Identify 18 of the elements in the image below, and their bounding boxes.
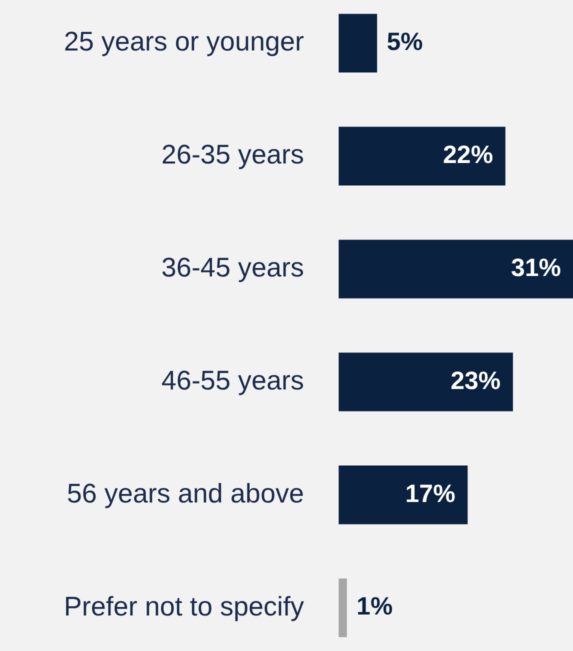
y-tick-label: 25 years or younger xyxy=(64,26,304,57)
y-tick-label: Prefer not to specify xyxy=(64,591,304,622)
data-label: 1% xyxy=(356,592,393,621)
bar xyxy=(338,126,506,186)
bar xyxy=(338,466,468,524)
y-tick-label: 36-45 years xyxy=(161,252,304,282)
data-label: 17% xyxy=(405,480,456,508)
data-label: 5% xyxy=(386,28,423,56)
bar xyxy=(338,578,347,638)
data-label: 22% xyxy=(443,141,494,170)
y-tick-label: 56 years and above xyxy=(66,478,304,508)
bar xyxy=(338,352,513,412)
data-label: 31% xyxy=(510,254,561,282)
data-label: 23% xyxy=(450,366,501,395)
y-tick-label: 26-35 years xyxy=(161,140,304,170)
y-tick-label: 46-55 years xyxy=(161,365,304,396)
bar xyxy=(338,14,378,73)
bar xyxy=(338,240,573,298)
